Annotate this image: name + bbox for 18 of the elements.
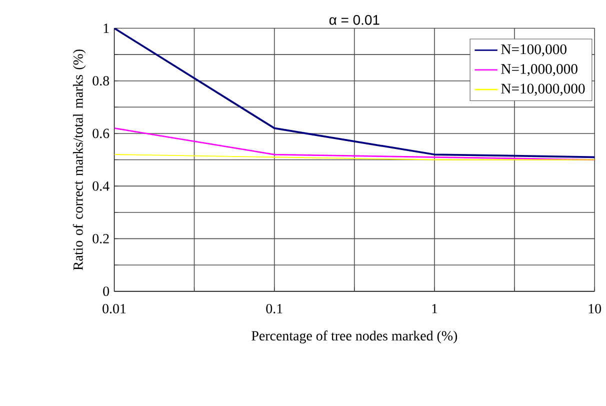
x-axis-title: Percentage of tree nodes marked (%) [252, 330, 458, 344]
legend-label: N=10,000,000 [501, 84, 585, 96]
y-tick-label: 0.2 [92, 234, 109, 244]
line-series [114, 128, 595, 161]
line-series [114, 28, 595, 158]
y-tick-label: 0.6 [92, 128, 110, 138]
y-axis-title: Ratio of correct marks/total marks (%) [72, 50, 86, 270]
x-tick-label: 0.01 [102, 304, 126, 314]
legend-label: N=100,000 [501, 44, 566, 57]
x-tick-label: 1 [432, 304, 438, 314]
y-tick-label: 1 [104, 24, 109, 34]
y-tick-label: 0.4 [92, 182, 110, 192]
y-tick-label: 0 [103, 286, 110, 296]
x-tick-label: 0.1 [266, 304, 282, 314]
x-tick-label: 10 [588, 304, 602, 314]
legend-label: N=1,000,000 [501, 64, 578, 76]
chart-title: α = 0.01 [329, 15, 380, 26]
y-tick-label: 0.8 [92, 76, 110, 86]
